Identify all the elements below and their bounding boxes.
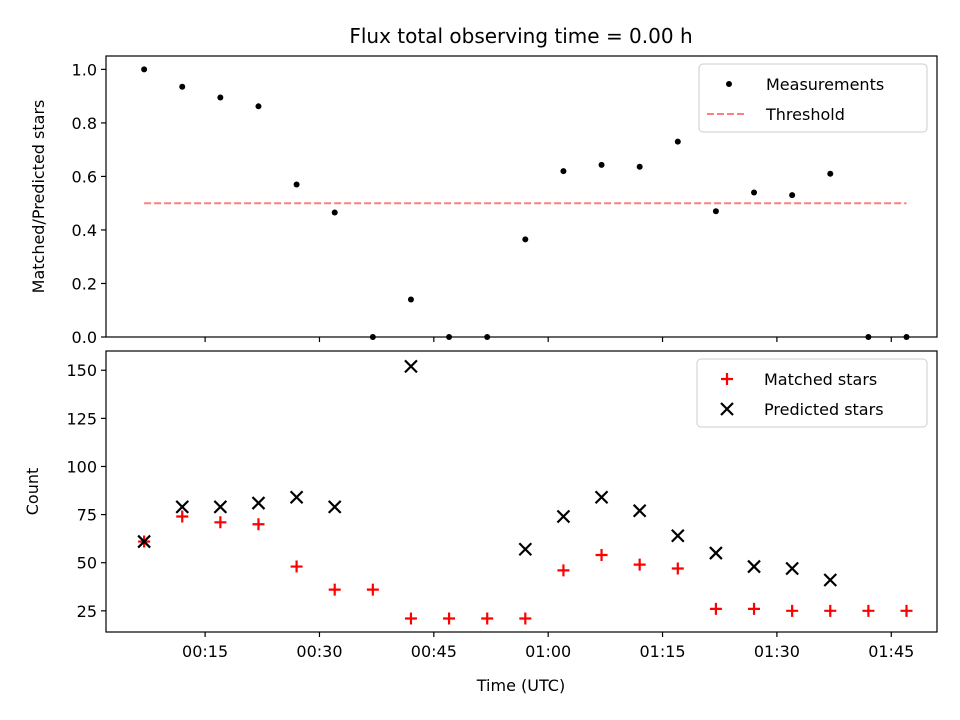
measurements-point	[141, 66, 148, 73]
measurements-point	[179, 83, 186, 90]
measurements-point	[789, 192, 796, 199]
legend-measurements-marker	[726, 81, 732, 87]
bottom-x-tick-label: 01:00	[525, 642, 571, 661]
bottom-y-axis-label: Count	[23, 468, 42, 516]
matched-stars-point	[519, 612, 532, 625]
matched-stars-point	[748, 602, 761, 615]
bottom-legend-box	[696, 358, 928, 428]
predicted-stars-point	[671, 528, 685, 543]
measurements-point	[522, 236, 529, 243]
matched-stars-point	[252, 518, 265, 531]
matched-stars-point	[595, 549, 608, 562]
bottom-y-tick-label: 150	[66, 361, 97, 380]
top-panel: 0.0 0.2 0.4 0.6 0.8 1.0 Matched/Predicted star…	[29, 55, 938, 347]
legend-matched-stars-marker	[721, 373, 733, 385]
measurements-point	[598, 161, 605, 168]
legend-measurements-label: Measurements	[766, 75, 884, 94]
top-axes-frame	[105, 55, 938, 338]
top-legend-box	[698, 63, 928, 133]
predicted-stars-point	[632, 503, 647, 518]
predicted-stars-point	[137, 534, 151, 549]
predicted-stars-point	[404, 359, 418, 374]
matched-stars-point	[900, 604, 913, 617]
matched-stars-point	[290, 560, 303, 573]
bottom-y-tick-label: 50	[77, 554, 97, 573]
figure-title: Flux total observing time = 0.00 h	[349, 24, 692, 48]
matched-stars-point	[214, 516, 227, 529]
matched-stars-point	[633, 558, 646, 571]
bottom-x-tick-label: 00:30	[296, 642, 342, 661]
predicted-stars-point	[175, 500, 190, 514]
legend-matched-stars-label: Matched stars	[764, 370, 877, 389]
top-y-tick-label: 0.4	[72, 221, 97, 240]
bottom-x-tick-label: 01:30	[754, 642, 800, 661]
predicted-stars-point	[518, 542, 533, 557]
matched-stars-point	[404, 612, 417, 625]
measurements-point	[674, 138, 681, 145]
matched-stars-point	[671, 562, 684, 575]
matched-stars-point	[824, 604, 837, 617]
top-y-axis-label: Matched/Predicted stars	[29, 100, 48, 294]
matched-stars-point	[709, 602, 722, 615]
matched-stars-point	[443, 612, 456, 625]
measurements-point	[446, 334, 453, 340]
predicted-stars-point	[251, 496, 266, 510]
legend-threshold-label: Threshold	[765, 105, 845, 124]
measurements-point	[484, 334, 491, 340]
top-y-tick-label: 0.0	[72, 328, 97, 347]
bottom-x-tick-label: 01:45	[868, 642, 914, 661]
predicted-stars-point	[327, 500, 342, 514]
matched-stars-point	[786, 604, 799, 617]
bottom-x-tick-label: 00:15	[182, 642, 228, 661]
matched-stars-point	[328, 583, 341, 596]
bottom-panel: 00:15 00:30 00:45 01:00 01:15 01:30 01:45 25 50 7…	[23, 350, 938, 661]
predicted-stars-point	[785, 561, 799, 576]
bottom-y-tick-label: 25	[77, 602, 97, 621]
bottom-x-tick-label: 01:15	[639, 642, 685, 661]
matched-stars-point	[557, 564, 570, 577]
measurements-point	[636, 163, 643, 170]
measurements-point	[751, 189, 758, 196]
matched-stars-point	[176, 510, 189, 523]
bottom-y-tick-label: 100	[66, 457, 97, 476]
top-y-tick-label: 1.0	[72, 60, 97, 79]
matched-stars-point	[862, 604, 875, 617]
top-y-tick-label: 0.2	[72, 274, 97, 293]
bottom-y-tick-label: 75	[77, 506, 97, 525]
measurements-point	[407, 296, 414, 303]
predicted-stars-point	[823, 573, 838, 587]
legend-predicted-stars-label: Predicted stars	[764, 400, 884, 419]
predicted-stars-point	[709, 546, 723, 560]
predicted-stars-point	[747, 559, 761, 574]
measurements-point	[827, 170, 834, 177]
x-axis-label: Time (UTC)	[476, 676, 565, 695]
predicted-stars-point	[594, 490, 609, 505]
legend-predicted-stars-marker	[720, 402, 734, 416]
bottom-axes-frame	[105, 350, 938, 633]
bottom-y-tick-label: 125	[66, 409, 97, 428]
measurements-point	[712, 208, 719, 215]
matched-stars-point	[481, 612, 494, 625]
predicted-stars-point	[556, 509, 571, 524]
measurements-point	[369, 334, 376, 340]
measurements-point	[560, 168, 567, 175]
measurements-point	[903, 334, 910, 340]
measurements-point	[255, 103, 262, 110]
measurements-point	[865, 334, 872, 340]
top-y-tick-label: 0.8	[72, 114, 97, 133]
predicted-stars-point	[289, 490, 304, 505]
measurements-point	[217, 94, 224, 101]
predicted-stars-point	[213, 500, 228, 514]
top-y-tick-label: 0.6	[72, 167, 97, 186]
measurements-point	[331, 209, 338, 216]
matched-stars-point	[366, 583, 379, 596]
measurements-point	[293, 181, 300, 188]
bottom-x-tick-label: 00:45	[411, 642, 457, 661]
